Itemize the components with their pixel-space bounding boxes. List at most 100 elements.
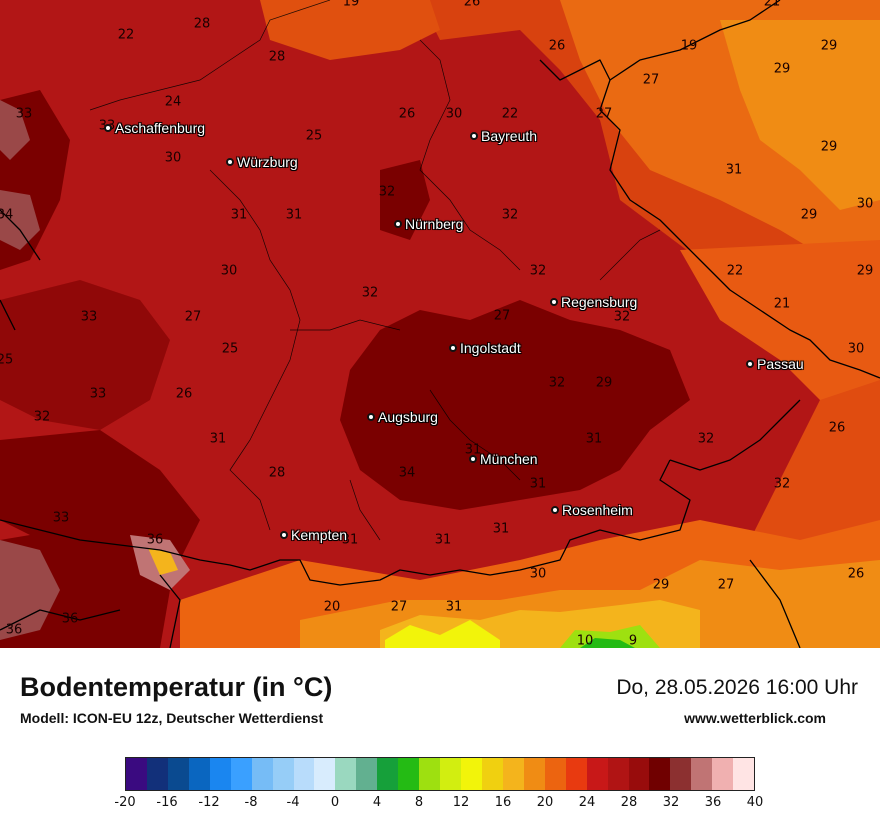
city-dot-icon bbox=[551, 506, 559, 514]
temperature-value: 22 bbox=[501, 106, 519, 122]
temperature-value: 36 bbox=[5, 622, 23, 638]
temperature-value: 30 bbox=[220, 263, 238, 279]
temperature-value: 33 bbox=[52, 510, 70, 526]
city-marker[interactable]: München bbox=[469, 451, 538, 467]
temperature-value: 31 bbox=[341, 532, 359, 548]
temperature-value: 27 bbox=[184, 309, 202, 325]
city-marker[interactable]: Rosenheim bbox=[551, 502, 633, 518]
temperature-value: 27 bbox=[717, 577, 735, 593]
legend-tick-label: 8 bbox=[414, 795, 424, 810]
city-marker[interactable]: Passau bbox=[746, 356, 804, 372]
temperature-value: 21 bbox=[763, 0, 781, 10]
temperature-value: 31 bbox=[230, 207, 248, 223]
temperature-value: 29 bbox=[856, 263, 874, 279]
temperature-value: 31 bbox=[445, 599, 463, 615]
temperature-value: 29 bbox=[820, 139, 838, 155]
legend-swatch bbox=[544, 758, 566, 790]
legend-tick-label: 20 bbox=[536, 795, 554, 810]
city-marker[interactable]: Aschaffenburg bbox=[104, 120, 205, 136]
legend-tick-label: 32 bbox=[662, 795, 680, 810]
legend-tick-label: -12 bbox=[198, 795, 220, 810]
city-dot-icon bbox=[367, 413, 375, 421]
legend-swatch bbox=[272, 758, 294, 790]
city-label: Passau bbox=[757, 356, 804, 372]
city-marker[interactable]: Kempten bbox=[280, 527, 347, 543]
temperature-value: 31 bbox=[209, 431, 227, 447]
legend-swatch bbox=[167, 758, 189, 790]
city-marker[interactable]: Würzburg bbox=[226, 154, 298, 170]
legend-swatch bbox=[126, 758, 147, 790]
temperature-value: 27 bbox=[642, 72, 660, 88]
city-dot-icon bbox=[470, 132, 478, 140]
temperature-value: 33 bbox=[15, 106, 33, 122]
temperature-value: 27 bbox=[595, 106, 613, 122]
city-label: München bbox=[480, 451, 538, 467]
legend-tick-label: 4 bbox=[372, 795, 382, 810]
city-label: Rosenheim bbox=[562, 502, 633, 518]
temperature-value: 30 bbox=[847, 341, 865, 357]
temperature-value: 30 bbox=[445, 106, 463, 122]
temperature-value: 19 bbox=[342, 0, 360, 10]
legend-tick-label: 28 bbox=[620, 795, 638, 810]
temperature-value: 33 bbox=[89, 386, 107, 402]
legend-swatch bbox=[146, 758, 168, 790]
legend-swatch bbox=[398, 758, 420, 790]
temperature-value: 9 bbox=[628, 633, 638, 649]
model-info: Modell: ICON-EU 12z, Deutscher Wetterdie… bbox=[20, 710, 324, 726]
temperature-value: 32 bbox=[548, 375, 566, 391]
forecast-datetime: Do, 28.05.2026 16:00 Uhr bbox=[616, 676, 858, 699]
temperature-value: 27 bbox=[493, 308, 511, 324]
temperature-value: 32 bbox=[613, 309, 631, 325]
temperature-value: 34 bbox=[398, 465, 416, 481]
legend-tick-label: 24 bbox=[578, 795, 596, 810]
city-marker[interactable]: Bayreuth bbox=[470, 128, 537, 144]
legend-swatch bbox=[251, 758, 273, 790]
legend-swatch bbox=[733, 758, 755, 790]
temperature-value: 26 bbox=[847, 566, 865, 582]
temperature-value: 32 bbox=[773, 476, 791, 492]
temperature-value: 24 bbox=[164, 94, 182, 110]
city-label: Augsburg bbox=[378, 409, 438, 425]
temperature-value: 31 bbox=[492, 521, 510, 537]
temperature-value: 32 bbox=[501, 207, 519, 223]
city-marker[interactable]: Regensburg bbox=[550, 294, 637, 310]
legend-swatch bbox=[712, 758, 734, 790]
legend-swatch bbox=[230, 758, 252, 790]
temperature-value: 20 bbox=[323, 599, 341, 615]
temperature-map[interactable]: 28 22 24 33 33 30 28 25 26 30 22 26 19 29 27 29 27 29 31 34… bbox=[0, 0, 880, 648]
temperature-value: 29 bbox=[820, 38, 838, 54]
city-dot-icon bbox=[280, 531, 288, 539]
city-marker[interactable]: Nürnberg bbox=[394, 216, 463, 232]
legend-swatch bbox=[293, 758, 315, 790]
temperature-value: 30 bbox=[164, 150, 182, 166]
city-marker[interactable]: Ingolstadt bbox=[449, 340, 521, 356]
website-link[interactable]: www.wetterblick.com bbox=[684, 710, 826, 726]
legend-tick-label: 16 bbox=[494, 795, 512, 810]
temperature-value: 10 bbox=[576, 633, 594, 649]
temperature-value: 31 bbox=[529, 476, 547, 492]
legend-tick-label: 36 bbox=[704, 795, 722, 810]
temperature-value: 31 bbox=[725, 162, 743, 178]
city-label: Kempten bbox=[291, 527, 348, 543]
legend-swatch bbox=[649, 758, 671, 790]
legend-swatch bbox=[502, 758, 524, 790]
temperature-value: 29 bbox=[652, 577, 670, 593]
city-label: Nürnberg bbox=[405, 216, 464, 232]
city-label: Würzburg bbox=[237, 154, 298, 170]
temperature-value: 30 bbox=[529, 566, 547, 582]
legend-swatch bbox=[356, 758, 378, 790]
temperature-value: 33 bbox=[80, 309, 98, 325]
legend-tick-label: -8 bbox=[244, 795, 258, 810]
temperature-value: 32 bbox=[378, 184, 396, 200]
temperature-value: 22 bbox=[726, 263, 744, 279]
city-marker[interactable]: Augsburg bbox=[367, 409, 438, 425]
city-dot-icon bbox=[449, 344, 457, 352]
temperature-value: 21 bbox=[773, 296, 791, 312]
legend-swatch bbox=[670, 758, 692, 790]
temperature-value: 26 bbox=[398, 106, 416, 122]
legend-swatch bbox=[481, 758, 503, 790]
legend-tick-label: 0 bbox=[330, 795, 340, 810]
temperature-field bbox=[0, 0, 880, 648]
temperature-value: 19 bbox=[680, 38, 698, 54]
legend-tick-label: -16 bbox=[156, 795, 178, 810]
